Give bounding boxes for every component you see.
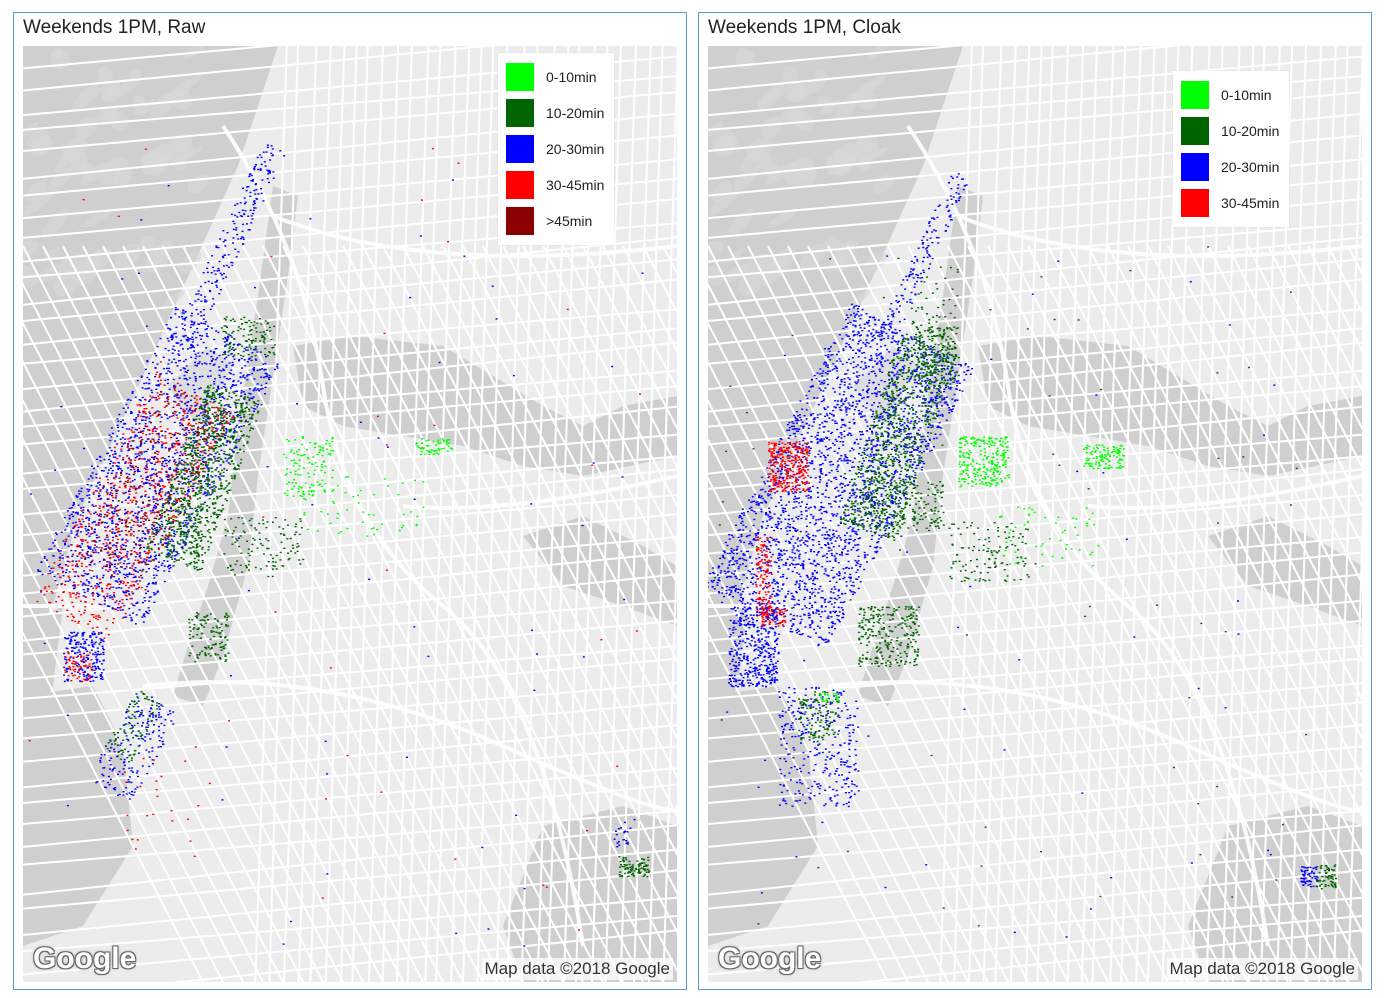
- dots-10-20min: [146, 384, 263, 571]
- legend-swatch: [1181, 153, 1209, 181]
- dots-30-45min: [123, 746, 211, 857]
- street-grid: [23, 46, 677, 982]
- dots-20-30min: [179, 144, 286, 350]
- dots-10-20min: [858, 606, 920, 667]
- legend-swatch: [506, 99, 534, 127]
- legend-label: 20-30min: [546, 141, 605, 157]
- dots-10-20min: [798, 691, 840, 743]
- google-logo[interactable]: Google: [33, 942, 137, 975]
- legend-item-0-10min: 0-10min: [506, 59, 604, 95]
- legend: 0-10min 10-20min 20-30min 30-45min: [1173, 71, 1290, 227]
- dots-10-20min: [618, 856, 650, 878]
- east-river: [173, 186, 298, 706]
- dots-20-30min: [879, 173, 968, 342]
- trip-dots-cloak: [708, 173, 1337, 938]
- legend-label: 0-10min: [546, 69, 597, 85]
- dots-10-20min: [223, 517, 305, 578]
- dots-0-10min: [1083, 444, 1125, 470]
- highways: [708, 124, 1362, 947]
- dots-0-10min: [999, 506, 1100, 567]
- dots-30-45min: [28, 147, 641, 931]
- legend-item-10-20min: 10-20min: [1181, 113, 1279, 149]
- dots-10-20min: [1316, 864, 1337, 890]
- google-logo[interactable]: Google: [718, 942, 822, 975]
- legend-label: 10-20min: [546, 105, 605, 121]
- flushing-bay: [523, 516, 677, 626]
- trip-dots-raw: [28, 144, 650, 947]
- dots-20-30min: [29, 179, 644, 947]
- dots-30-45min: [36, 371, 234, 639]
- street-grid: [708, 46, 1362, 982]
- legend-label: 10-20min: [1221, 123, 1280, 139]
- legend-swatch: [506, 207, 534, 235]
- jamaica-bay: [1188, 806, 1362, 982]
- upper-bay: [708, 686, 818, 946]
- map-canvas-cloak[interactable]: 0-10min 10-20min 20-30min 30-45min Googl…: [708, 46, 1362, 982]
- dots-0-10min: [958, 436, 1010, 488]
- dots-30-45min: [64, 651, 94, 683]
- legend-swatch: [506, 63, 534, 91]
- upper-bay: [23, 686, 133, 946]
- central-park: [168, 346, 233, 426]
- dots-20-30min: [1300, 866, 1318, 888]
- east-river: [858, 186, 983, 706]
- map-attribution[interactable]: Map data ©2018 Google: [481, 958, 673, 980]
- dots-10-20min: [188, 612, 230, 663]
- legend-item-10-20min: 10-20min: [506, 95, 604, 131]
- dots-10-20min: [220, 316, 276, 358]
- central-park: [853, 346, 918, 426]
- dots-0-10min: [283, 436, 335, 497]
- panel-title: Weekends 1PM, Cloak: [708, 17, 901, 38]
- legend-item-0-10min: 0-10min: [1181, 77, 1279, 113]
- dots-10-20min: [918, 326, 960, 388]
- panel-title: Weekends 1PM, Raw: [23, 17, 206, 38]
- dots-20-30min: [708, 303, 974, 647]
- legend-swatch: [506, 171, 534, 199]
- dots-10-20min: [948, 521, 1030, 583]
- legend-label: >45min: [546, 213, 593, 229]
- legend-swatch: [1181, 189, 1209, 217]
- legend-item-gt45min: >45min: [506, 203, 604, 239]
- flushing-bay: [1208, 516, 1362, 626]
- jamaica-bay: [503, 806, 677, 982]
- legend-item-30-45min: 30-45min: [506, 167, 604, 203]
- dots-20-30min: [721, 255, 1276, 938]
- legend-item-30-45min: 30-45min: [1181, 185, 1279, 221]
- legend-label: 20-30min: [1221, 159, 1280, 175]
- legend-label: 30-45min: [1221, 195, 1280, 211]
- hudson-river: [708, 46, 963, 646]
- map-canvas-raw[interactable]: 0-10min 10-20min 20-30min 30-45min >45mi…: [23, 46, 677, 982]
- legend-swatch: [1181, 117, 1209, 145]
- dots-20-30min: [728, 606, 780, 688]
- dots-0-10min: [819, 691, 840, 703]
- map-panel-raw: Weekends 1PM, Raw 0-10min 10-20min 20-30…: [13, 12, 687, 990]
- legend-label: 0-10min: [1221, 87, 1272, 103]
- dots-10-20min: [893, 481, 945, 532]
- legend-item-20-30min: 20-30min: [1181, 149, 1279, 185]
- map-attribution[interactable]: Map data ©2018 Google: [1166, 958, 1358, 980]
- legend-swatch: [1181, 81, 1209, 109]
- legend-label: 30-45min: [546, 177, 605, 193]
- dots-20-30min: [95, 693, 175, 800]
- map-panel-cloak: Weekends 1PM, Cloak 0-10min 10-20min 20-…: [698, 12, 1372, 990]
- dots-30-45min: [768, 441, 810, 493]
- dots-20-30min: [613, 827, 632, 848]
- legend-item-20-30min: 20-30min: [506, 131, 604, 167]
- dots-10-20min: [839, 333, 955, 541]
- dots-10-20min: [106, 691, 164, 763]
- dots-10-20min: [714, 246, 1308, 927]
- highways: [23, 124, 677, 947]
- legend-swatch: [506, 135, 534, 163]
- legend: 0-10min 10-20min 20-30min 30-45min >45mi…: [498, 53, 615, 245]
- dots-0-10min: [415, 438, 453, 456]
